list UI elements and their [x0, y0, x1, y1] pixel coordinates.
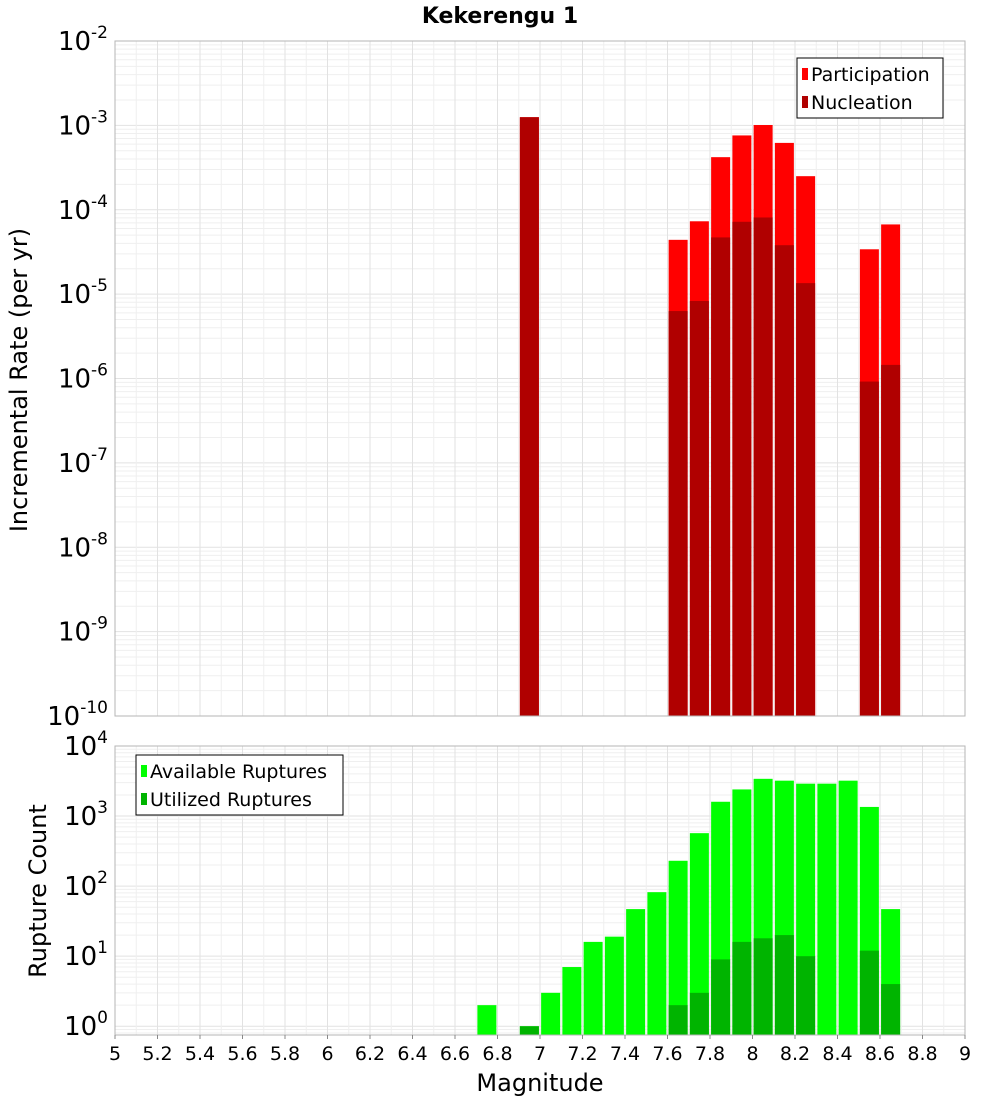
x-tick-label: 7.2	[567, 1043, 597, 1065]
legend-box	[796, 57, 944, 119]
bar-nucleation	[859, 381, 879, 716]
x-tick-label: 7.6	[652, 1043, 682, 1065]
legend: Available Ruptures Utilized Ruptures	[135, 754, 344, 816]
bar-nucleation	[689, 300, 709, 716]
x-tick-label: 8.4	[822, 1043, 852, 1065]
bar-nucleation	[519, 117, 539, 716]
x-tick-label: 9	[959, 1043, 971, 1065]
y-tick-label: 103	[64, 798, 108, 832]
y-tick-label: 10-4	[58, 192, 108, 226]
y-tick-label: 10-10	[47, 698, 108, 732]
y-tick-label: 104	[64, 728, 108, 762]
bar-utilized-ruptures	[859, 950, 879, 1035]
y-tick-label: 102	[64, 868, 108, 902]
legend-label: Nucleation	[811, 92, 913, 114]
x-tick-label: 5.2	[142, 1043, 172, 1065]
bar-available-ruptures	[647, 892, 667, 1035]
legend-swatch	[141, 793, 147, 805]
chart-title: Kekerengu 1	[422, 4, 578, 29]
bar-nucleation	[668, 311, 688, 716]
x-tick-label: 6.2	[355, 1043, 385, 1065]
x-tick-label: 8.6	[865, 1043, 895, 1065]
y-tick-label: 10-8	[58, 529, 108, 563]
legend-label: Available Ruptures	[150, 761, 327, 783]
bar-available-ruptures	[583, 941, 603, 1035]
bar-available-ruptures	[604, 936, 624, 1035]
bar-available-ruptures	[562, 967, 582, 1035]
x-tick-label: 6	[321, 1043, 333, 1065]
bottom-plot: 100 101 102 103 104 5 5.2 5.4 5.6 5.8 6 6.2 6.4 6.6 6.…	[64, 728, 971, 1065]
x-tick-label: 7.4	[610, 1043, 640, 1065]
x-tick-label: 5.6	[227, 1043, 257, 1065]
top-y-axis-label: Incremental Rate (per yr)	[5, 228, 33, 532]
x-tick-label: 8.8	[907, 1043, 937, 1065]
bar-available-ruptures	[838, 780, 858, 1035]
x-tick-labels: 5 5.2 5.4 5.6 5.8 6 6.2 6.4 6.6 6.8 7 7.2 7.4 7.6 7.8 8…	[109, 1035, 971, 1065]
bottom-y-axis-label: Rupture Count	[24, 804, 52, 978]
bar-available-ruptures	[477, 1005, 497, 1035]
legend: Participation Nucleation	[796, 57, 944, 119]
bar-utilized-ruptures	[711, 959, 731, 1035]
bar-available-ruptures	[668, 860, 688, 1035]
bar-nucleation	[774, 245, 794, 717]
x-tick-label: 8	[746, 1043, 758, 1065]
bar-nucleation	[732, 221, 752, 716]
bar-utilized-ruptures	[668, 1005, 688, 1035]
bar-utilized-ruptures	[774, 935, 794, 1035]
bar-nucleation	[881, 364, 901, 716]
bar-nucleation	[711, 237, 731, 716]
x-tick-label: 5.8	[270, 1043, 300, 1065]
x-tick-label: 7	[534, 1043, 546, 1065]
legend-swatch	[802, 68, 808, 80]
legend-swatch	[802, 96, 808, 108]
bar-nucleation	[796, 283, 816, 716]
legend-label: Utilized Ruptures	[150, 789, 312, 811]
legend-box	[135, 754, 344, 816]
bars	[519, 117, 901, 717]
plot-frame	[114, 40, 966, 717]
x-axis-label: Magnitude	[476, 1069, 603, 1097]
legend-swatch	[141, 765, 147, 777]
x-tick-label: 5	[109, 1043, 121, 1065]
x-tick-label: 6.6	[440, 1043, 470, 1065]
y-tick-labels: 10-10 10-9 10-8 10-7 10-6 10-5 10-4 10-3 10-2	[47, 23, 108, 732]
y-tick-label: 10-6	[58, 361, 108, 395]
bar-utilized-ruptures	[519, 1026, 539, 1035]
bars	[477, 778, 901, 1035]
bar-nucleation	[753, 217, 773, 717]
x-tick-label: 5.4	[185, 1043, 215, 1065]
y-tick-label: 10-7	[58, 445, 108, 479]
bar-available-ruptures	[541, 992, 561, 1035]
x-tick-label: 6.4	[397, 1043, 427, 1065]
legend-label: Participation	[811, 64, 930, 86]
bar-available-ruptures	[689, 833, 709, 1035]
y-tick-label: 10-2	[58, 23, 108, 57]
y-tick-labels: 100 101 102 103 104	[64, 728, 108, 1042]
bar-utilized-ruptures	[881, 984, 901, 1035]
bar-available-ruptures	[817, 783, 837, 1035]
bar-utilized-ruptures	[753, 938, 773, 1035]
y-tick-label: 101	[64, 938, 108, 972]
x-tick-label: 7.8	[695, 1043, 725, 1065]
bar-utilized-ruptures	[796, 956, 816, 1035]
grid	[114, 41, 966, 717]
bar-utilized-ruptures	[689, 992, 709, 1035]
y-tick-label: 10-3	[58, 107, 108, 141]
x-tick-label: 6.8	[482, 1043, 512, 1065]
top-plot: 10-10 10-9 10-8 10-7 10-6 10-5 10-4 10-3 10-2 Par…	[47, 23, 966, 732]
y-tick-label: 10-5	[58, 276, 108, 310]
y-tick-label: 10-9	[58, 614, 108, 648]
bar-utilized-ruptures	[732, 941, 752, 1035]
y-tick-label: 100	[64, 1008, 108, 1042]
bar-available-ruptures	[626, 909, 646, 1035]
x-tick-label: 8.2	[780, 1043, 810, 1065]
